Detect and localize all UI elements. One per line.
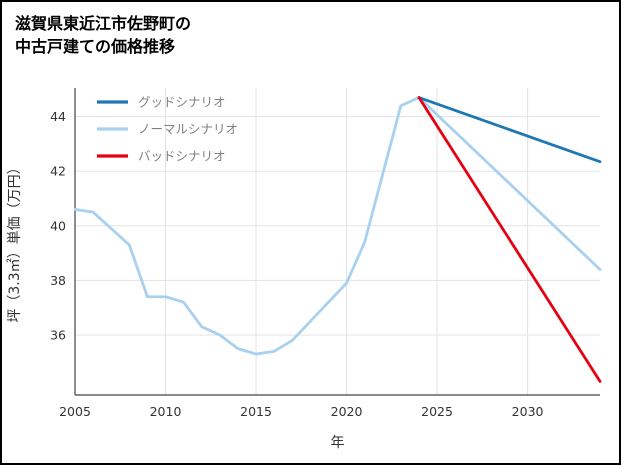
series-line-2 [73, 96, 602, 356]
x-tick-label: 2020 [331, 404, 363, 419]
y-tick-label: 40 [50, 218, 66, 233]
legend-label: ノーマルシナリオ [138, 122, 238, 137]
y-axis-label: 坪（3.3㎡）単価（万円） [7, 160, 23, 322]
x-axis-label: 年 [331, 435, 345, 451]
chart-title: 滋賀県東近江市佐野町の 中古戸建ての価格推移 [2, 2, 619, 72]
legend-label: バッドシナリオ [138, 149, 226, 164]
series-line-3 [417, 96, 602, 383]
y-tick-label: 44 [50, 109, 66, 124]
x-tick-label: 2030 [512, 404, 544, 419]
chart-title-line1: 滋賀県東近江市佐野町の [15, 14, 192, 33]
y-tick-label: 42 [50, 164, 66, 179]
y-tick-label: 38 [50, 273, 66, 288]
y-tick-label: 36 [50, 327, 66, 342]
x-tick-label: 2010 [150, 404, 182, 419]
chart-title-line2: 中古戸建ての価格推移 [15, 37, 176, 57]
series-line-1 [417, 96, 602, 164]
price-trend-line-chart: 2005 2010 2015 2020 2025 2030 36 38 40 42 44 年 坪（3.3… [7, 88, 602, 451]
legend-label: グッドシナリオ [138, 95, 226, 110]
x-tick-label: 2005 [59, 404, 91, 419]
x-tick-label: 2015 [240, 404, 272, 419]
x-tick-label: 2025 [421, 404, 453, 419]
